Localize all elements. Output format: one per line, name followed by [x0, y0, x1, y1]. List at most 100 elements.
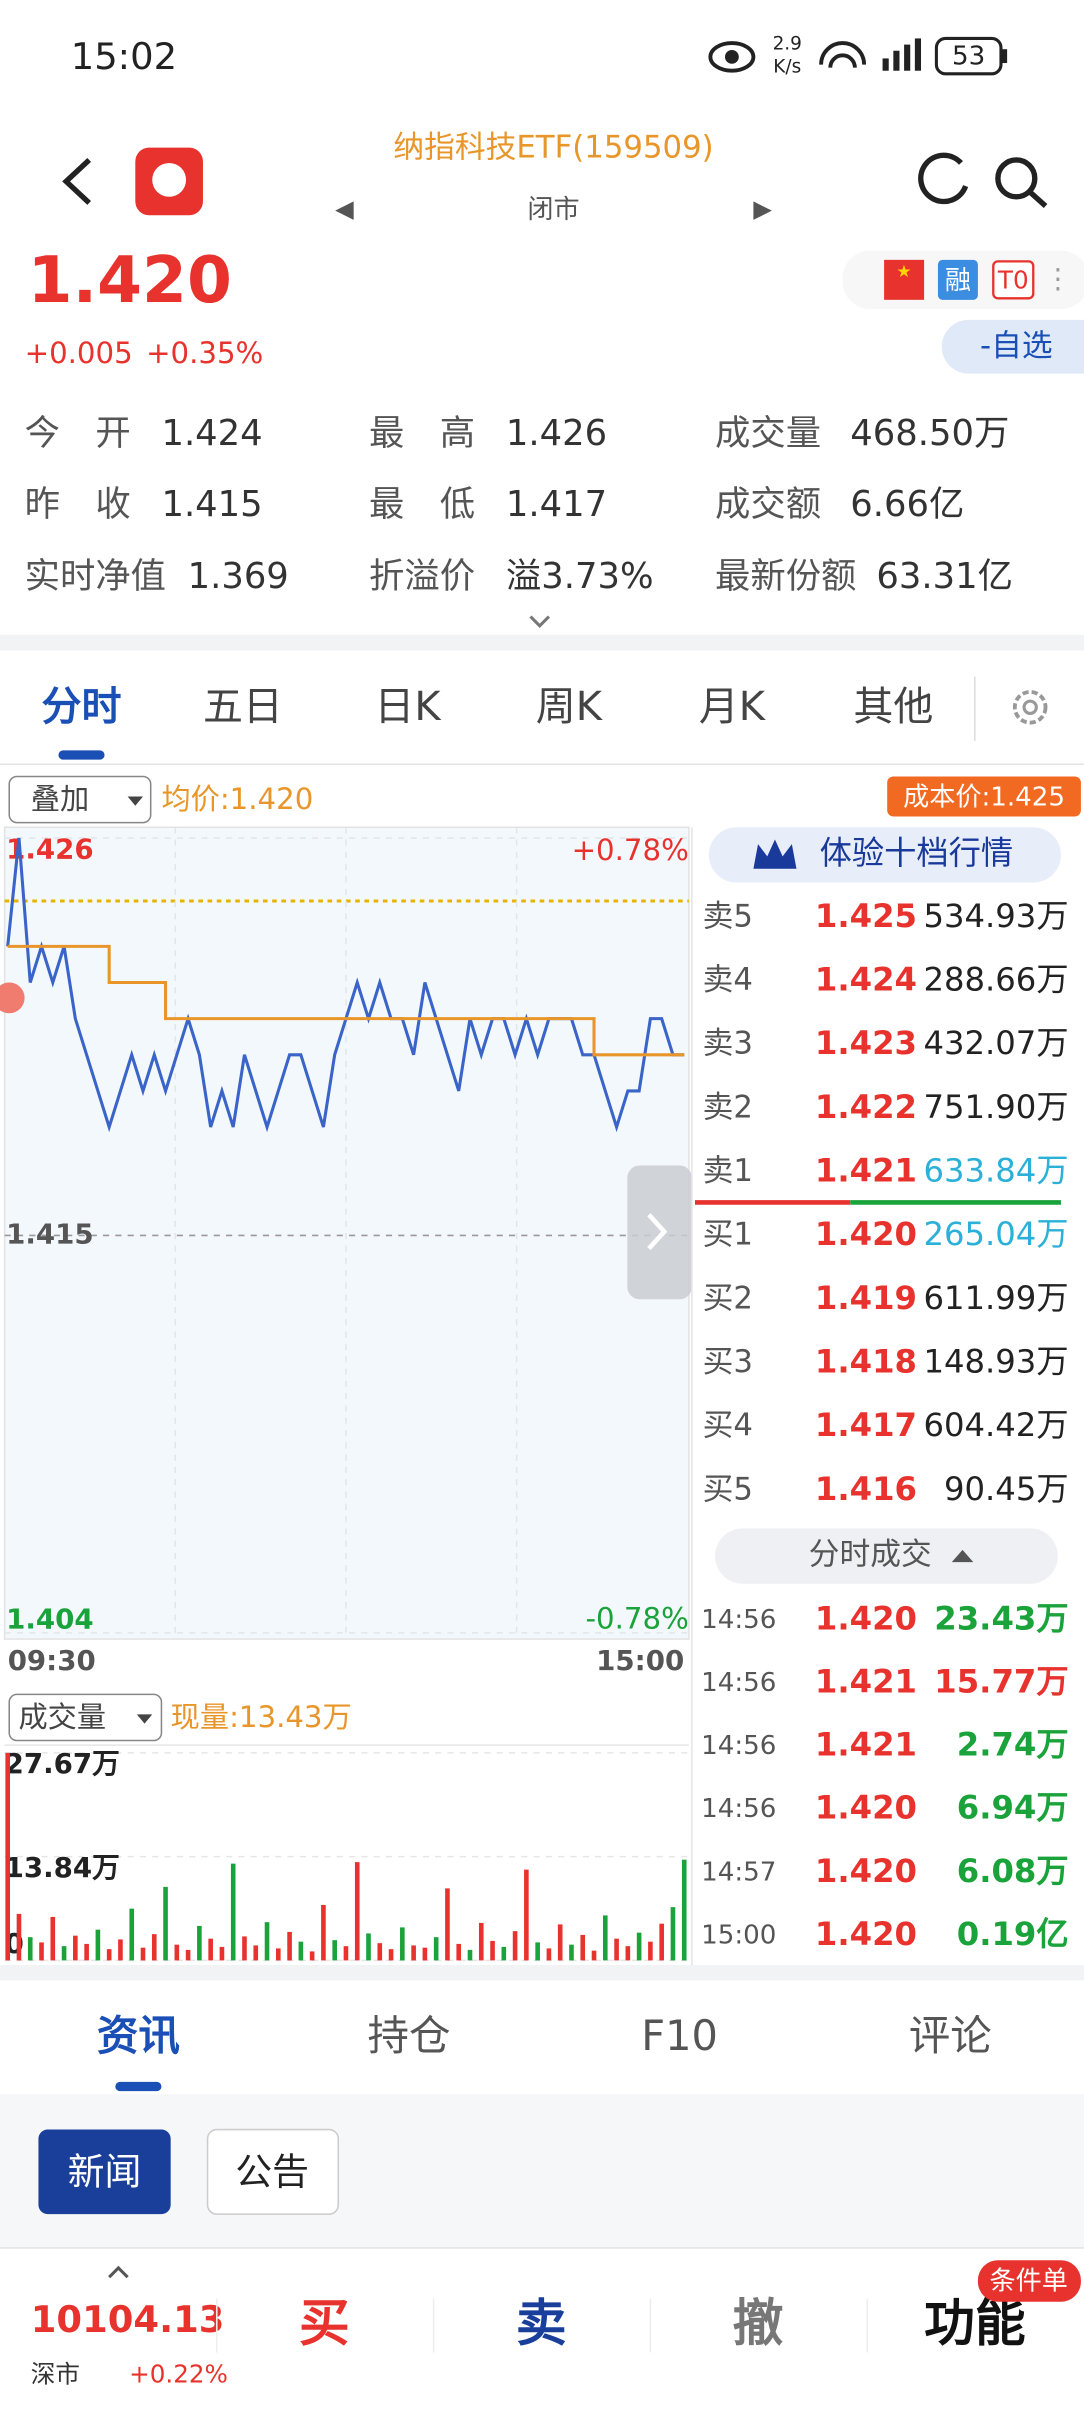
condition-badge: [977, 2260, 1081, 2302]
info-tab[interactable]: F10: [641, 2011, 718, 2060]
current-volume: 现量:13.43万: [171, 1700, 352, 1734]
dropdown-arrow: [136, 1714, 153, 1724]
trade-volume: 23.43万: [934, 1600, 1068, 1638]
net-speed: 2.9: [773, 34, 802, 55]
cost-price: 成本价:1.425: [903, 783, 1065, 813]
book-level: 卖2: [703, 1089, 753, 1125]
more-dots[interactable]: ⋮: [1044, 262, 1072, 295]
overlay-dropdown[interactable]: [8, 775, 152, 824]
volume-bar: [591, 1950, 597, 1961]
flag-icon: [884, 259, 925, 300]
next-stock[interactable]: [753, 201, 772, 220]
watchlist-button[interactable]: [941, 319, 1084, 374]
prev-stock[interactable]: [335, 201, 354, 220]
stat-label: 昨 收: [25, 484, 131, 525]
search-button[interactable]: [995, 157, 1038, 200]
volume-bar: [275, 1948, 281, 1961]
book-price: 1.420: [815, 1215, 917, 1253]
settings-button[interactable]: [1012, 689, 1048, 725]
trade-list: 14:56 1.420 23.43万 14:56 1.421 15.77万 14:56 1.4…: [701, 1600, 1068, 1953]
book-price: 1.417: [815, 1406, 917, 1444]
status-icons: [708, 36, 1008, 76]
volume-bar: [648, 1941, 653, 1961]
info-tab[interactable]: 资讯: [97, 2011, 180, 2060]
y-tick-label: 27.67万: [5, 1747, 120, 1780]
chart-tab[interactable]: 分时: [42, 684, 122, 730]
info-tab-indicator: [115, 2081, 162, 2092]
volume-bar: [61, 1946, 67, 1961]
stat-label: 成交量: [715, 413, 821, 454]
trades-title: 分时成交: [809, 1537, 932, 1573]
back-button[interactable]: [62, 157, 92, 205]
volume-bar: [321, 1904, 326, 1961]
chart-tab[interactable]: 五日: [203, 684, 283, 730]
trade-price: 1.420: [815, 1852, 917, 1890]
separator: [0, 1965, 1084, 1981]
volume-bar: [625, 1946, 631, 1961]
volume-bar: [602, 1915, 608, 1961]
trade-time: 14:56: [701, 1794, 776, 1824]
index-caret[interactable]: [108, 2265, 129, 2279]
level10-button[interactable]: [708, 827, 1061, 883]
action-button[interactable]: 买: [299, 2293, 350, 2352]
info-tab[interactable]: 持仓: [367, 2011, 450, 2060]
y2-tick-label: +0.78%: [572, 833, 689, 867]
trade-time: 14:56: [701, 1731, 776, 1761]
volume-dropdown[interactable]: [8, 1693, 163, 1742]
info-tab[interactable]: 评论: [909, 2011, 992, 2060]
volume-bar: [569, 1944, 574, 1961]
crown-icon: [753, 839, 797, 869]
clock: 15:02: [71, 35, 177, 78]
volume-bar: [298, 1941, 304, 1961]
volume-bar: [332, 1940, 337, 1961]
book-price: 1.421: [815, 1152, 917, 1190]
stat-label: 最新份额: [715, 556, 856, 597]
volume-bar: [422, 1947, 428, 1961]
stat-value: 63.31亿: [876, 556, 1013, 597]
volume-bar: [388, 1949, 394, 1961]
book-price: 1.422: [815, 1088, 917, 1126]
volume-bar: [478, 1922, 484, 1961]
volume-bar: [659, 1923, 664, 1961]
volume-bar: [287, 1931, 292, 1961]
trade-time: 14:56: [701, 1668, 776, 1698]
volume-bar: [411, 1945, 416, 1961]
stat-value: 6.66亿: [850, 484, 964, 525]
panel-handle[interactable]: [627, 1165, 692, 1300]
chart-tab[interactable]: 日K: [374, 684, 442, 730]
search-handle: [1028, 190, 1048, 209]
volume-bar: [490, 1940, 495, 1961]
dropdown-arrow: [127, 796, 143, 806]
chart-tab[interactable]: 其他: [853, 684, 933, 730]
book-volume: 288.66万: [923, 961, 1068, 999]
refresh-button[interactable]: [918, 152, 969, 205]
book-volume: 534.93万: [923, 897, 1068, 935]
action-button[interactable]: 撤: [733, 2293, 784, 2352]
series-line: [7, 944, 685, 1057]
volume-bar: [681, 1859, 687, 1961]
expand-chevron[interactable]: [529, 615, 551, 628]
volume-bar: [39, 1942, 44, 1961]
chart-tab[interactable]: 月K: [699, 684, 767, 730]
book-level: 卖5: [703, 898, 753, 934]
y-tick-label: 1.404: [6, 1603, 93, 1636]
volume-bar: [84, 1943, 89, 1961]
volume-bar: [535, 1942, 540, 1961]
volume-bar: [253, 1945, 259, 1961]
action-button[interactable]: 卖: [516, 2293, 567, 2352]
action-button[interactable]: 功能: [924, 2293, 1025, 2352]
notice-button[interactable]: [206, 2128, 340, 2215]
volume-bar: [151, 1934, 157, 1961]
news-button[interactable]: [38, 2129, 171, 2215]
volume-bar: [230, 1863, 236, 1961]
book-level: 买1: [703, 1217, 753, 1253]
trades-toggle[interactable]: [714, 1528, 1058, 1584]
margin-badge-bg: [937, 259, 978, 300]
book-price: 1.418: [815, 1343, 917, 1381]
stat-value: 468.50万: [850, 413, 1009, 454]
volume-bar: [129, 1908, 135, 1961]
chart-tab[interactable]: 周K: [536, 684, 604, 730]
trade-actions: 买 卖 撤 功能: [216, 2293, 1026, 2353]
